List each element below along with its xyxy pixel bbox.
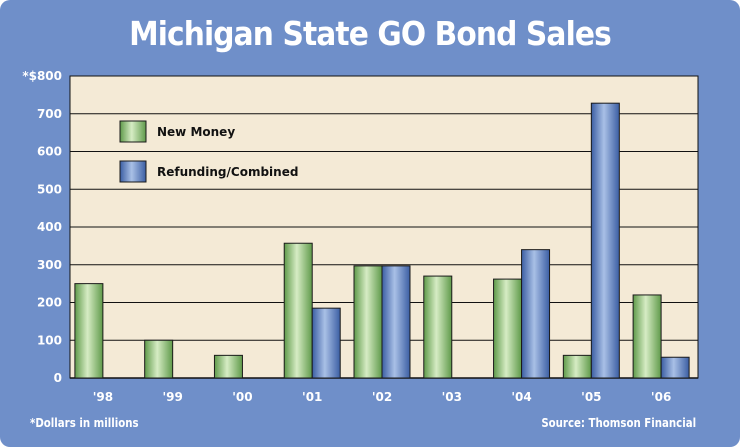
x-tick-label: '98 [93, 390, 113, 404]
y-tick-label: 400 [37, 220, 62, 234]
y-tick-label: 100 [37, 333, 62, 347]
source-note: Source: Thomson Financial [541, 416, 696, 430]
bar-new-money [423, 275, 453, 379]
y-tick-label: 300 [37, 258, 62, 272]
y-tick-label: 700 [37, 107, 62, 121]
bar-refunding-combined [311, 307, 341, 379]
legend-swatch-new-money [119, 120, 147, 143]
x-tick-label: '99 [162, 390, 182, 404]
bar-refunding-combined [590, 102, 620, 379]
bar-new-money [283, 242, 313, 379]
x-tick-label: '03 [442, 390, 462, 404]
bar-new-money [632, 294, 662, 379]
bars [74, 102, 690, 379]
y-tick-label: 200 [37, 296, 62, 310]
bar-refunding-combined [660, 356, 690, 379]
chart-title: Michigan State GO Bond Sales [129, 14, 612, 53]
legend-swatch-refunding-combined [119, 160, 147, 183]
x-tick-label: '02 [372, 390, 392, 404]
bar-new-money [493, 278, 523, 379]
bar-refunding-combined [521, 249, 551, 379]
x-axis-tick-labels: '98 '99 '00 '01 '02 '03 '04 '05 '06 [93, 390, 672, 404]
legend-label-refunding-combined: Refunding/Combined [157, 165, 298, 179]
bar-refunding-combined [381, 265, 411, 379]
y-tick-label: 0 [54, 371, 62, 385]
footnote: *Dollars in millions [30, 416, 139, 430]
legend: New Money Refunding/Combined [119, 120, 298, 183]
bar-new-money [144, 339, 174, 379]
x-tick-label: '05 [581, 390, 601, 404]
bar-new-money [562, 354, 592, 379]
x-tick-label: '01 [302, 390, 322, 404]
y-tick-label: 500 [37, 182, 62, 196]
y-tick-label: *$800 [22, 69, 62, 83]
legend-label-new-money: New Money [157, 125, 235, 139]
bar-new-money [74, 283, 104, 379]
x-tick-label: '00 [232, 390, 252, 404]
bar-new-money [353, 265, 383, 379]
x-tick-label: '04 [511, 390, 531, 404]
bar-new-money [213, 354, 243, 379]
x-tick-label: '06 [651, 390, 671, 404]
y-tick-label: 600 [37, 145, 62, 159]
y-axis-tick-labels: 0 100 200 300 400 500 600 700 *$800 [22, 69, 62, 385]
